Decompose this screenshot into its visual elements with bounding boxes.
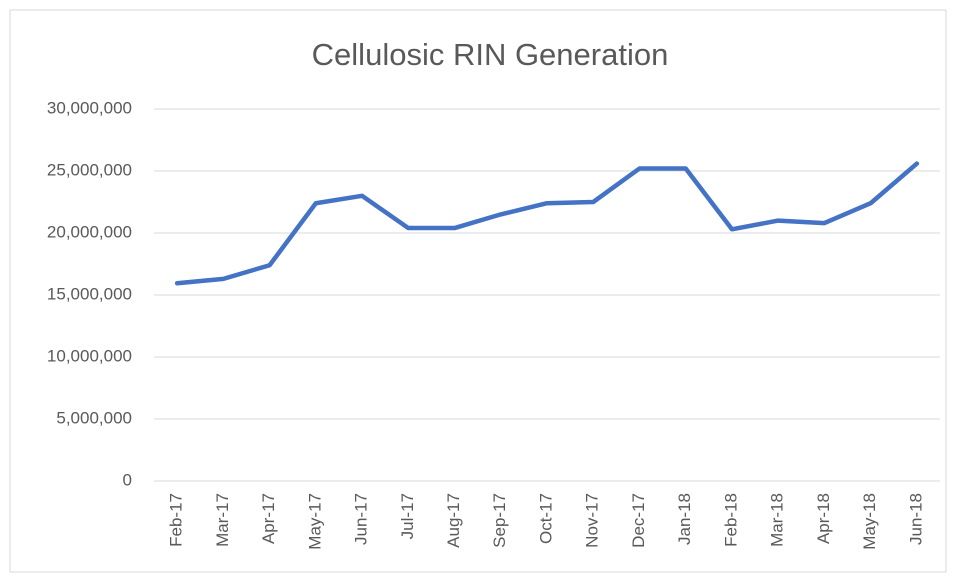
x-tick-label: Apr-18 — [814, 493, 833, 544]
x-tick-label: Jun-18 — [906, 493, 925, 545]
x-tick-label: Mar-18 — [768, 493, 787, 547]
x-tick-label: May-17 — [305, 493, 324, 550]
chart-title: Cellulosic RIN Generation — [312, 37, 669, 72]
x-tick-label: Oct-17 — [536, 493, 555, 544]
y-tick-label: 30,000,000 — [47, 98, 132, 117]
chart-border — [9, 9, 947, 573]
y-tick-label: 0 — [123, 470, 132, 489]
x-tick-label: Jan-18 — [675, 493, 694, 545]
x-tick-label: Jun-17 — [352, 493, 371, 545]
x-tick-label: Jul-17 — [398, 493, 417, 539]
x-tick-label: Feb-17 — [167, 493, 186, 547]
y-tick-label: 25,000,000 — [47, 160, 132, 179]
x-tick-label: Apr-17 — [259, 493, 278, 544]
y-tick-label: 20,000,000 — [47, 222, 132, 241]
series-line — [174, 161, 920, 286]
x-tick-label: Sep-17 — [490, 493, 509, 548]
y-tick-label: 10,000,000 — [47, 346, 132, 365]
y-tick-label: 15,000,000 — [47, 284, 132, 303]
x-tick-label: Dec-17 — [629, 493, 648, 548]
x-tick-label: Feb-18 — [721, 493, 740, 547]
x-tick-label: May-18 — [860, 493, 879, 550]
y-tick-label: 5,000,000 — [56, 408, 132, 427]
x-tick-label: Aug-17 — [444, 493, 463, 548]
x-tick-label: Mar-17 — [213, 493, 232, 547]
x-tick-label: Nov-17 — [583, 493, 602, 548]
